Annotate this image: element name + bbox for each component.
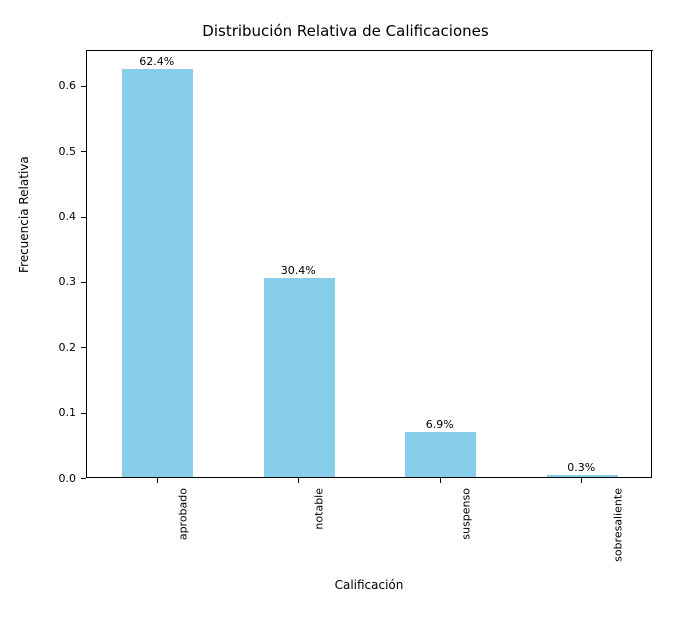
xtick-mark — [581, 478, 582, 483]
bar — [264, 278, 335, 477]
bar — [405, 432, 476, 477]
ytick-mark — [81, 151, 86, 152]
ytick-mark — [81, 86, 86, 87]
ytick-mark — [81, 282, 86, 283]
bar-value-label: 30.4% — [258, 264, 338, 277]
ytick-mark — [81, 217, 86, 218]
y-axis-label: Frecuencia Relativa — [17, 253, 31, 273]
bar-value-label: 6.9% — [400, 418, 480, 431]
xtick-label: aprobado — [176, 488, 189, 540]
spine-right — [651, 50, 652, 478]
ytick-label: 0.5 — [46, 145, 76, 158]
xtick-label: notable — [313, 488, 326, 530]
xtick-mark — [157, 478, 158, 483]
ytick-label: 0.2 — [46, 341, 76, 354]
xtick-label: sobresaliente — [612, 488, 625, 562]
xtick-mark — [298, 478, 299, 483]
ytick-mark — [81, 478, 86, 479]
ytick-mark — [81, 347, 86, 348]
xtick-label: suspenso — [459, 488, 472, 540]
ytick-mark — [81, 413, 86, 414]
bar-value-label: 0.3% — [541, 461, 621, 474]
x-axis-label: Calificación — [86, 578, 652, 592]
bar-value-label: 62.4% — [117, 55, 197, 68]
chart-title: Distribución Relativa de Calificaciones — [0, 22, 691, 40]
ytick-label: 0.0 — [46, 472, 76, 485]
spine-top — [87, 50, 653, 51]
bar — [122, 69, 193, 477]
ytick-label: 0.1 — [46, 406, 76, 419]
ytick-label: 0.4 — [46, 210, 76, 223]
chart-container: Distribución Relativa de Calificaciones … — [0, 0, 691, 626]
ytick-label: 0.3 — [46, 275, 76, 288]
plot-area — [86, 50, 652, 478]
bar — [547, 475, 618, 477]
xtick-mark — [440, 478, 441, 483]
ytick-label: 0.6 — [46, 79, 76, 92]
